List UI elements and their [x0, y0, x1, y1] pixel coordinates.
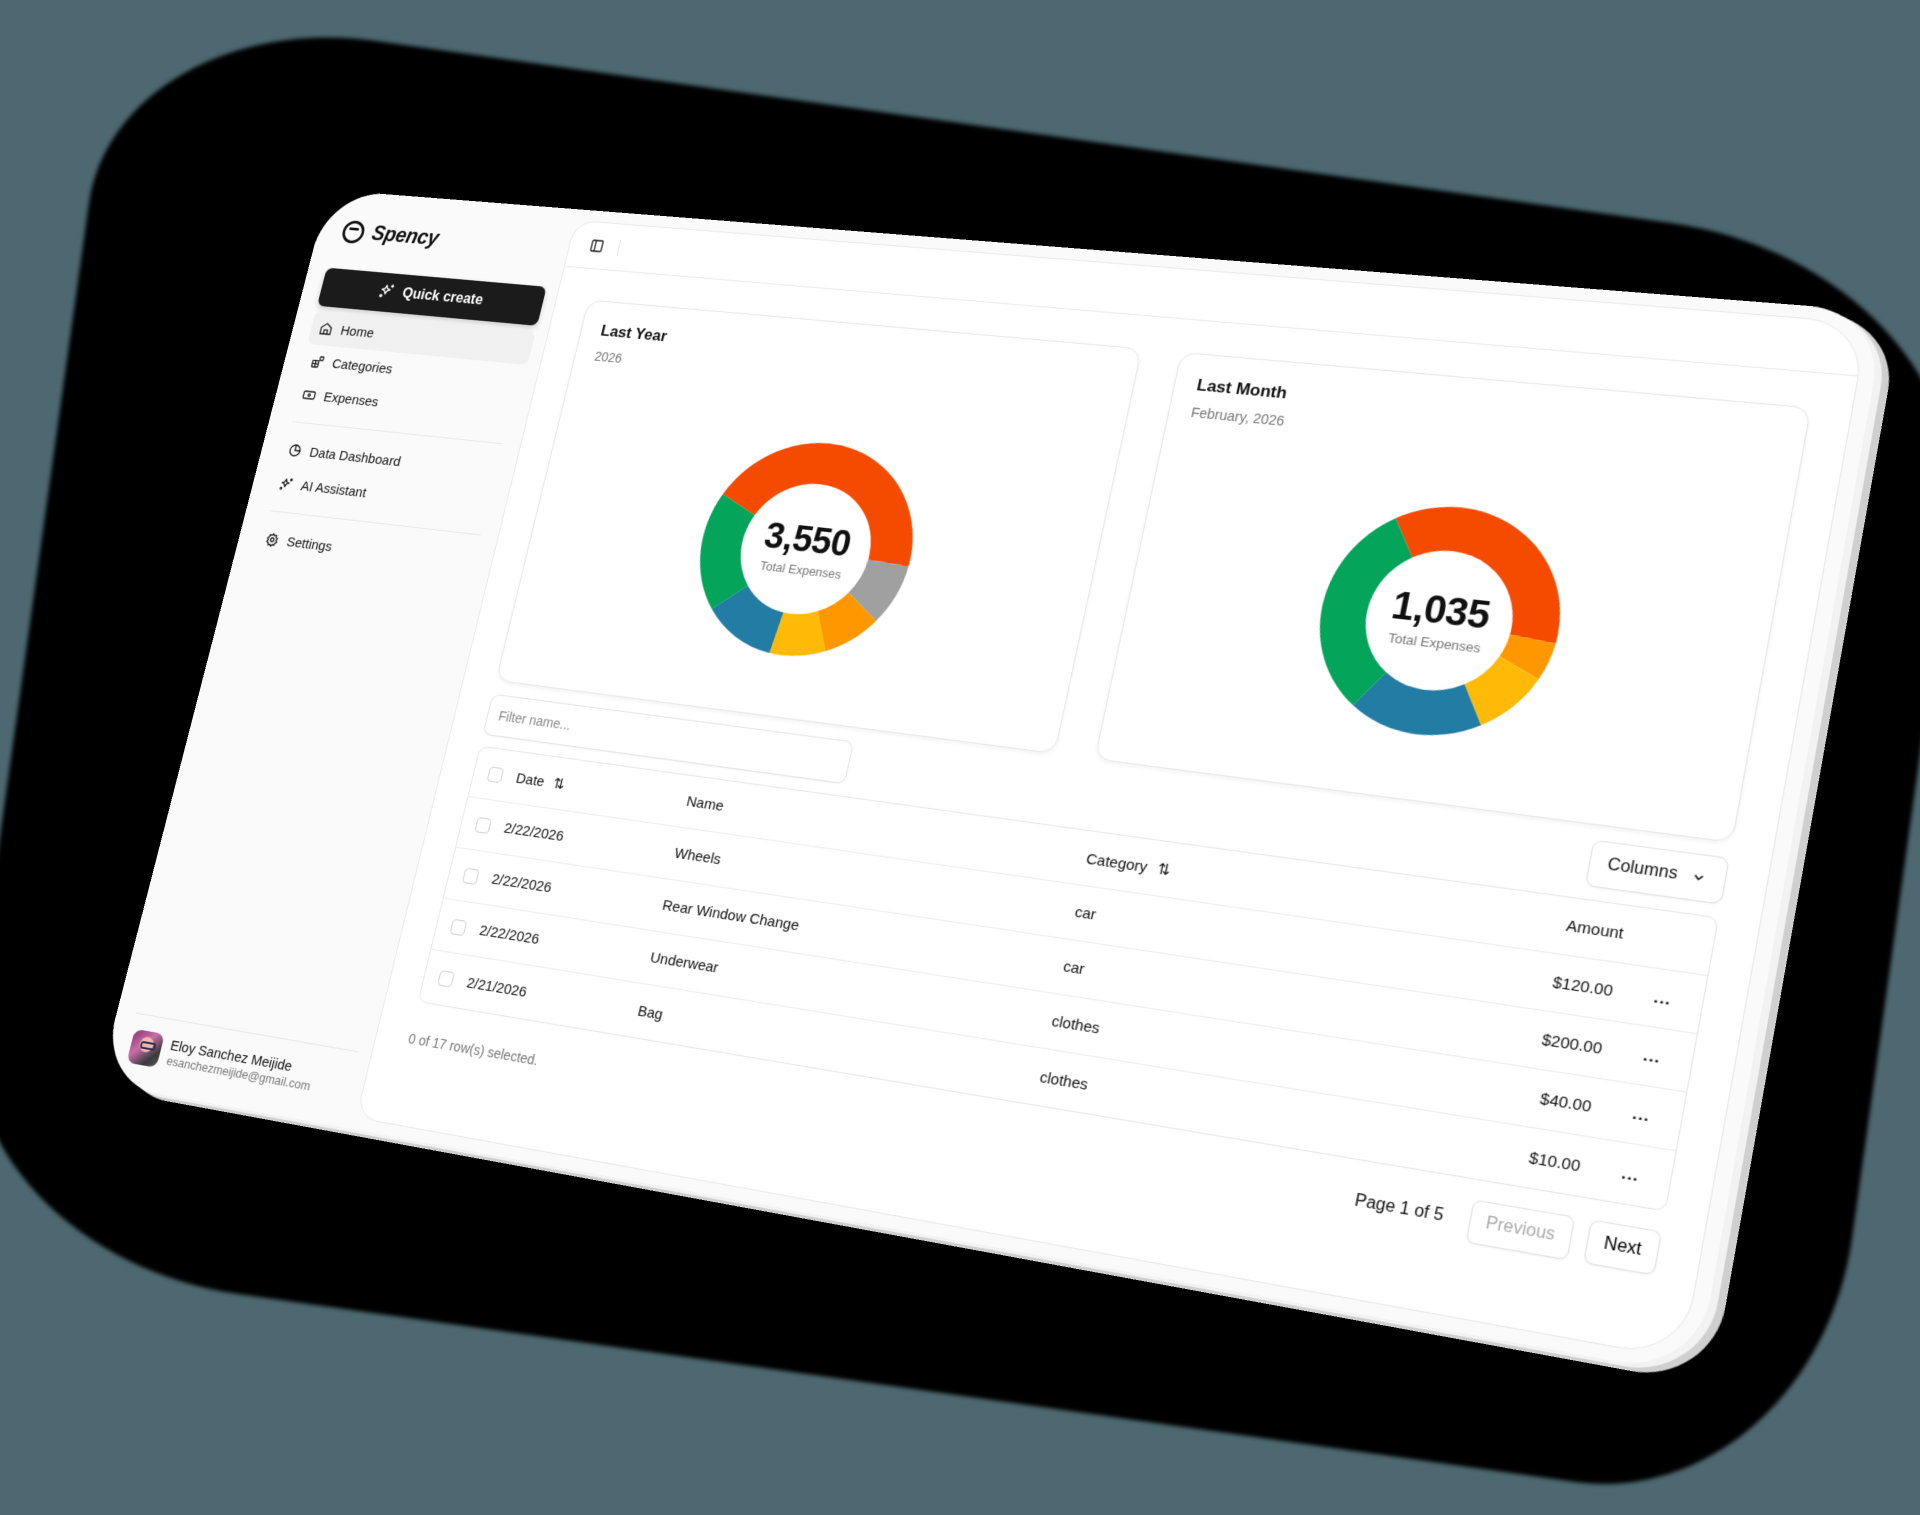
- row-actions-button[interactable]: ...: [1620, 1163, 1642, 1185]
- cell-date: 2/22/2026: [502, 820, 566, 845]
- total-value: 3,550: [760, 516, 855, 566]
- sort-icon[interactable]: ⇅: [1155, 859, 1172, 879]
- row-actions-button[interactable]: ...: [1641, 1046, 1663, 1068]
- quick-create-label: Quick create: [400, 286, 485, 309]
- main-panel: Last Year 2026 3,550 Total Expenses: [355, 219, 1869, 1360]
- row-checkbox[interactable]: [437, 970, 455, 988]
- cell-date: 2/21/2026: [465, 974, 529, 1001]
- sidebar-item-label: Expenses: [322, 389, 381, 410]
- last-year-card: Last Year 2026 3,550 Total Expenses: [495, 299, 1143, 755]
- columns-button[interactable]: Columns: [1584, 839, 1730, 905]
- cell-amount: $10.00: [1527, 1148, 1582, 1176]
- donut-segment[interactable]: [1348, 669, 1489, 743]
- cell-amount: $120.00: [1551, 973, 1615, 1001]
- row-checkbox[interactable]: [474, 816, 493, 834]
- app-name: Spency: [369, 221, 442, 250]
- donut-segment[interactable]: [769, 607, 834, 661]
- donut-svg: [1303, 501, 1580, 743]
- previous-button[interactable]: Previous: [1465, 1199, 1576, 1261]
- sidebar-item-label: Data Dashboard: [307, 444, 403, 470]
- pie-chart-icon: [287, 443, 304, 459]
- summary-cards: Last Year 2026 3,550 Total Expenses: [495, 299, 1812, 843]
- gear-icon: [264, 532, 281, 548]
- amount-column-header: Amount: [1564, 916, 1625, 943]
- last-month-donut-chart[interactable]: 1,035 Total Expenses: [1296, 494, 1582, 752]
- sidebar-toggle-button[interactable]: [585, 235, 609, 256]
- grid-plus-icon: [309, 354, 326, 369]
- dashboard-content: Last Year 2026 3,550 Total Expenses: [357, 267, 1858, 1359]
- row-actions-button[interactable]: ...: [1652, 988, 1674, 1010]
- sidebar-item-label: Home: [339, 322, 376, 341]
- page-info: Page 1 of 5: [1353, 1191, 1446, 1226]
- donut-segment[interactable]: [703, 582, 789, 654]
- topbar-divider: [616, 239, 622, 256]
- sort-icon[interactable]: ⇅: [551, 775, 567, 793]
- cell-amount: $200.00: [1540, 1030, 1604, 1059]
- cell-date: 2/22/2026: [477, 922, 541, 948]
- row-checkbox[interactable]: [462, 867, 480, 885]
- banknote-icon: [301, 387, 318, 402]
- sidebar-item-label: Settings: [285, 533, 334, 555]
- date-column-header[interactable]: Date ⇅: [514, 769, 567, 793]
- app-window: Spency Quick create Home: [98, 189, 1887, 1377]
- cell-amount: $40.00: [1538, 1089, 1593, 1117]
- avatar: [126, 1028, 165, 1068]
- row-actions-button[interactable]: ...: [1631, 1104, 1652, 1126]
- row-checkbox[interactable]: [449, 918, 468, 936]
- selection-info: 0 of 17 row(s) selected.: [406, 1030, 540, 1069]
- donut-svg: [686, 434, 934, 661]
- columns-label: Columns: [1606, 855, 1680, 884]
- sidebar-toggle-icon: [588, 238, 605, 253]
- cell-date: 2/22/2026: [490, 871, 554, 897]
- chevron-down-icon: [1690, 869, 1708, 886]
- logo-icon: [340, 219, 367, 244]
- next-button[interactable]: Next: [1583, 1219, 1663, 1276]
- sidebar-item-label: AI Assistant: [299, 478, 369, 501]
- last-month-card: Last Month February, 2026 1,035 Total Ex…: [1094, 351, 1812, 843]
- sidebar-item-label: Categories: [330, 355, 395, 377]
- sparkles-icon: [377, 282, 397, 303]
- sparkles-icon: [278, 476, 295, 492]
- stage: Spency Quick create Home: [0, 0, 1920, 1440]
- select-all-checkbox[interactable]: [486, 765, 505, 783]
- device-frame: Spency Quick create Home: [98, 189, 1901, 1386]
- home-icon: [318, 321, 335, 336]
- last-year-donut-chart[interactable]: 3,550 Total Expenses: [676, 431, 937, 671]
